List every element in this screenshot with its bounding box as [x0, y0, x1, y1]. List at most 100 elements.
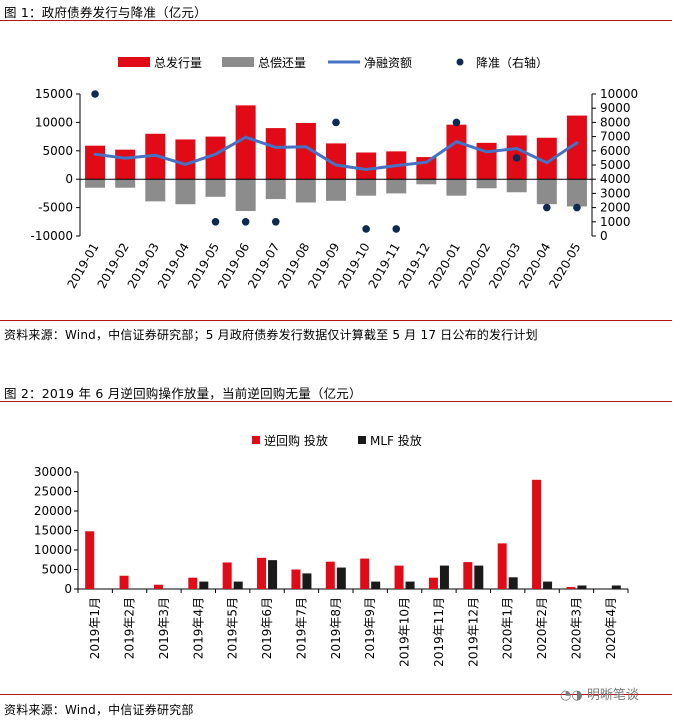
bar: [506, 179, 527, 193]
bar: [265, 128, 286, 180]
figure-2-bottom-rule: [0, 694, 672, 695]
bar: [474, 565, 484, 589]
bar: [386, 179, 407, 194]
bar: [257, 557, 267, 589]
bar: [394, 565, 404, 589]
bar: [356, 152, 377, 180]
bar: [536, 179, 557, 205]
rrr-cut-point: [211, 218, 220, 226]
right-y-tick-label: 10000: [600, 87, 638, 101]
bar: [536, 137, 557, 180]
left-y-tick-label: -10000: [30, 229, 73, 243]
bar: [119, 575, 129, 589]
y-tick-label: 0: [64, 582, 72, 596]
right-y-tick-label: 9000: [600, 101, 631, 115]
bar: [115, 149, 136, 180]
line-point: [515, 147, 519, 151]
bar: [371, 581, 381, 589]
rrr-cut-point: [512, 154, 521, 162]
rrr-cut-point: [91, 90, 99, 98]
bar: [446, 124, 467, 180]
bar: [326, 179, 346, 201]
x-tick-label: 2020年2月: [535, 597, 549, 659]
rrr-cut-point: [573, 203, 581, 212]
left-y-tick-label: 10000: [35, 115, 73, 129]
legend-label: MLF 投放: [370, 433, 422, 448]
bar: [291, 569, 301, 589]
right-y-tick-label: 3000: [600, 186, 631, 200]
x-tick-label: 2020年4月: [604, 597, 618, 659]
figure-2-title: 图 2：2019 年 6 月逆回购操作放量，当前逆回购无量（亿元）: [4, 386, 362, 401]
y-tick-label: 15000: [34, 524, 72, 538]
line-point: [334, 163, 338, 167]
bar: [326, 143, 346, 180]
bar: [416, 157, 437, 180]
y-tick-label: 20000: [34, 504, 72, 518]
bar: [476, 179, 497, 189]
bar: [205, 179, 226, 197]
x-tick-label: 2019年6月: [260, 597, 274, 659]
figure-1-chart: 总发行量 总偿还量 净融资额 降准（右轴）-10000-500005000100001…: [30, 55, 638, 291]
bar: [222, 562, 232, 589]
bar: [175, 139, 196, 180]
left-y-tick-label: 15000: [35, 87, 73, 101]
right-y-tick-label: 4000: [600, 172, 631, 186]
x-tick-label: 2019年10月: [398, 597, 412, 667]
bar: [115, 179, 136, 188]
line-point: [424, 160, 428, 164]
right-y-tick-label: 2000: [600, 201, 631, 215]
left-y-tick-label: 0: [65, 172, 73, 186]
x-tick-label: 2019年7月: [294, 597, 308, 659]
bar: [336, 567, 346, 589]
watermark-text: 明晰笔谈: [586, 688, 639, 703]
bar: [199, 581, 209, 589]
line-point: [485, 150, 489, 154]
line-point: [123, 156, 127, 160]
bar: [360, 558, 370, 589]
x-tick-label: 2019年9月: [363, 597, 377, 659]
x-tick-label: 2019年5月: [226, 597, 240, 659]
right-y-tick-label: 7000: [600, 130, 631, 144]
legend-label: 净融资额: [364, 56, 412, 70]
legend-swatch: [252, 436, 260, 444]
x-tick-label: 2019年3月: [157, 597, 171, 659]
right-y-tick-label: 8000: [600, 115, 631, 129]
legend-label: 总发行量: [154, 55, 202, 70]
line-point: [454, 140, 458, 144]
y-tick-label: 30000: [34, 465, 72, 479]
y-tick-label: 5000: [41, 563, 72, 577]
bar: [566, 587, 576, 589]
figure-1-title: 图 1：政府债券发行与降准（亿元）: [4, 5, 207, 20]
x-tick-label: 2019年4月: [191, 597, 205, 659]
x-tick-label: 2020年3月: [569, 597, 583, 659]
rrr-cut-point: [543, 203, 551, 212]
x-tick-label: 2019年11月: [432, 597, 446, 667]
line-point: [183, 162, 187, 166]
legend-swatch: [456, 58, 464, 66]
bar: [85, 179, 106, 188]
bar: [566, 115, 587, 180]
x-tick-label: 2019年12月: [466, 597, 480, 667]
line-point: [364, 168, 368, 172]
legend-swatch: [358, 436, 366, 444]
figure-2-top-rule: [0, 401, 672, 402]
bar: [295, 122, 316, 180]
rrr-cut-point: [362, 225, 370, 233]
wechat-icon: ◔◑: [560, 688, 583, 703]
y-tick-label: 10000: [34, 543, 72, 557]
line-point: [304, 145, 308, 149]
bar: [543, 581, 553, 589]
watermark: ◔◑ 明晰笔谈: [560, 684, 639, 703]
x-tick-label: 2019年1月: [88, 597, 102, 659]
bar: [356, 179, 377, 196]
bar: [235, 105, 256, 180]
figure-1-top-rule: [0, 20, 672, 21]
rrr-cut-point: [271, 218, 280, 226]
line-point: [274, 145, 278, 149]
legend-label: 逆回购 投放: [264, 433, 328, 448]
legend-label: 总偿还量: [258, 55, 306, 70]
bar: [268, 560, 278, 589]
right-y-tick-label: 1000: [600, 215, 631, 229]
line-point: [93, 152, 97, 156]
legend-label: 降准（右轴）: [476, 55, 548, 70]
